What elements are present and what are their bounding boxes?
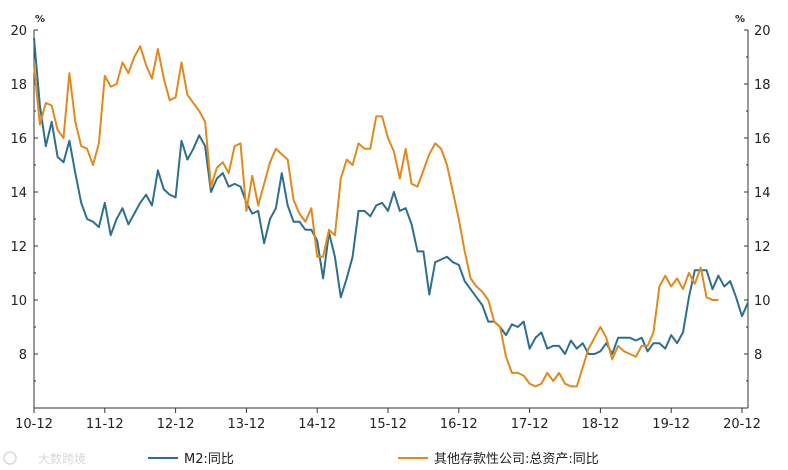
x-tick-label: 18-12 — [582, 417, 620, 432]
x-tick-label: 11-12 — [86, 417, 124, 432]
y-tick-label-left: 10 — [10, 294, 27, 309]
x-tick-label: 12-12 — [157, 417, 195, 432]
x-tick-label: 14-12 — [298, 417, 336, 432]
y-tick-label-left: 20 — [10, 24, 27, 39]
y-tick-label-left: 14 — [10, 186, 27, 201]
watermark: 大数跨境 — [3, 451, 86, 466]
left-unit-label: % — [35, 14, 45, 25]
series-line-assets — [33, 45, 719, 388]
x-tick-label: 15-12 — [369, 417, 407, 432]
right-unit-label: % — [735, 14, 745, 25]
x-tick-label: 16-12 — [440, 417, 478, 432]
y-tick-label-right: 8 — [754, 348, 762, 363]
y-tick-label-left: 8 — [19, 348, 27, 363]
y-tick-label-right: 14 — [754, 186, 771, 201]
y-tick-label-right: 16 — [754, 132, 771, 147]
x-tick-label: 10-12 — [15, 417, 53, 432]
series-line-m2 — [33, 38, 749, 355]
axes: % % 8 8 10 10 12 12 14 14 16 16 18 18 20 20 10-12 11-12 12… — [10, 14, 770, 432]
x-tick-label: 19-12 — [652, 417, 690, 432]
legend-label-assets: 其他存款性公司:总资产:同比 — [434, 452, 599, 467]
y-tick-label-right: 10 — [754, 294, 771, 309]
x-tick-label: 20-12 — [723, 417, 761, 432]
y-tick-label-right: 12 — [754, 240, 771, 255]
y-tick-label-left: 18 — [10, 78, 27, 93]
legend: M2:同比 其他存款性公司:总资产:同比 — [148, 452, 599, 467]
series-layer — [33, 38, 749, 388]
x-tick-label: 13-12 — [228, 417, 266, 432]
legend-label-m2: M2:同比 — [184, 452, 234, 467]
y-tick-label-right: 20 — [754, 24, 771, 39]
y-tick-label-left: 16 — [10, 132, 27, 147]
x-tick-label: 17-12 — [511, 417, 549, 432]
y-tick-label-right: 18 — [754, 78, 771, 93]
y-tick-label-left: 12 — [10, 240, 27, 255]
watermark-text: 大数跨境 — [38, 451, 86, 466]
